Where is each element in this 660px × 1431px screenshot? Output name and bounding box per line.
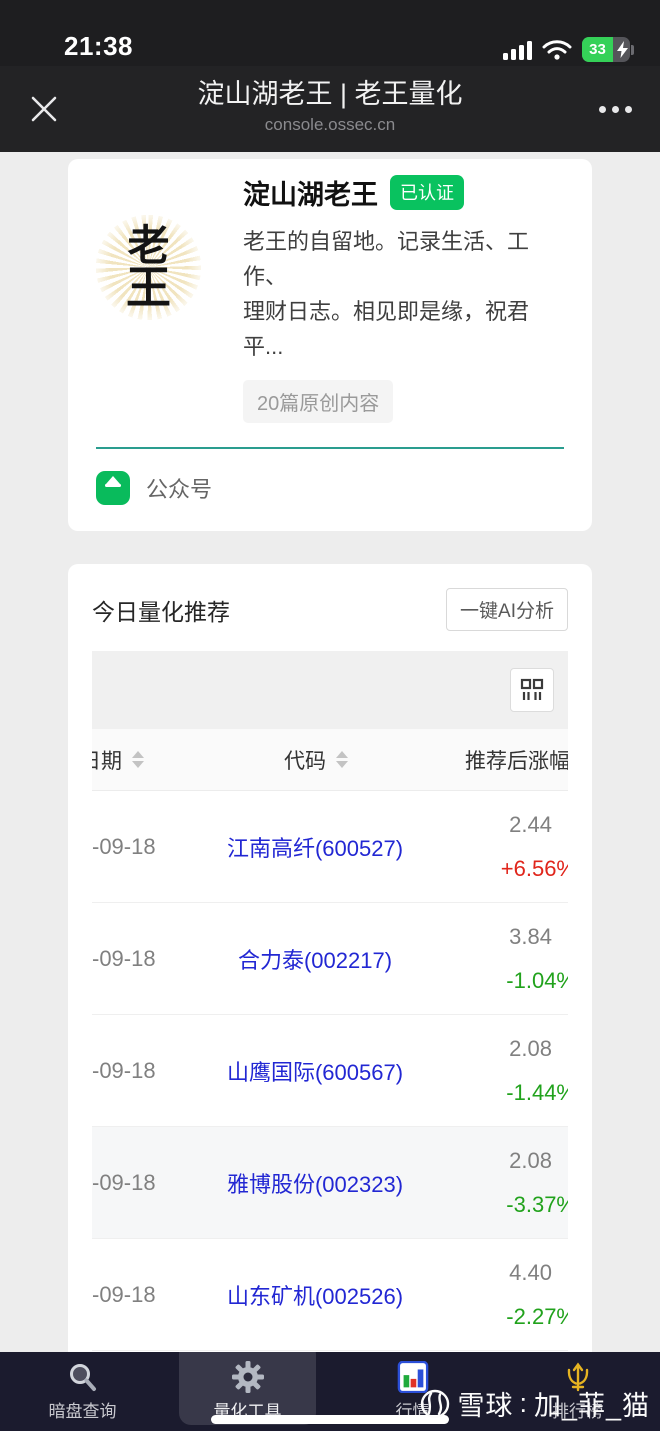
tab-ranking[interactable]: 排行榜 — [495, 1352, 660, 1431]
cell-values: 3.84 -1.04% — [506, 923, 568, 993]
original-content-badge: 20篇原创内容 — [243, 380, 394, 423]
cell-values: 2.08 -3.37% — [506, 1147, 568, 1217]
page-title: 淀山湖老王 | 老王量化 — [197, 79, 463, 109]
cell-values: 2.08 -1.44% — [506, 1035, 568, 1105]
official-account-icon — [96, 471, 130, 505]
table-row: -09-18 江南高纤(600527) 2.44 +6.56% — [92, 791, 568, 903]
webview-navbar: 淀山湖老王 | 老王量化 console.ossec.cn — [0, 66, 660, 152]
home-indicator — [211, 1415, 449, 1424]
stock-link[interactable]: 雅博股份(002323) — [226, 1171, 404, 1197]
tab-quant-tools[interactable]: 量化工具 — [165, 1342, 330, 1431]
cell-values: 2.44 +6.56% — [500, 811, 568, 881]
account-type-label: 公众号 — [146, 477, 213, 502]
account-type-row: 公众号 — [96, 471, 564, 505]
gear-icon — [231, 1361, 264, 1393]
divider — [96, 447, 564, 449]
table-row: -09-18 雅博股份(002323) 2.08 -3.37% — [92, 1127, 568, 1239]
signal-icon — [503, 40, 532, 60]
table-toolbar — [92, 651, 568, 729]
recommend-table: 日期 代码 推荐后涨幅 -09-18 江南高纤(600527) 2.44 +6.… — [92, 651, 568, 1419]
quant-card: 今日量化推荐 一键AI分析 日期 代码 — [68, 564, 592, 1431]
table-header-row: 日期 代码 推荐后涨幅 — [92, 729, 568, 791]
clock: 21:38 — [64, 31, 133, 61]
ai-analyze-button[interactable]: 一键AI分析 — [446, 588, 568, 631]
cell-date: -09-18 — [92, 1281, 156, 1307]
more-menu-icon[interactable] — [595, 96, 636, 123]
bar-chart-icon — [397, 1361, 428, 1393]
tab-bar: 暗盘查询 量化工具 — [0, 1342, 660, 1431]
status-bar: 21:38 33 — [0, 0, 660, 66]
column-settings-icon — [520, 678, 544, 700]
xueqiu-logo-icon — [421, 1389, 450, 1418]
cell-date: -09-18 — [92, 945, 156, 971]
column-header-code[interactable]: 代码 — [212, 745, 420, 775]
stock-link[interactable]: 合力泰(002217) — [237, 947, 393, 973]
wifi-icon — [542, 39, 572, 60]
cell-values: 4.40 -2.27% — [506, 1259, 568, 1329]
verified-badge: 已认证 — [390, 175, 464, 210]
search-icon — [69, 1364, 96, 1391]
cell-date: -09-18 — [92, 1057, 156, 1083]
cell-date: -09-18 — [92, 1169, 156, 1195]
watermark-user: 加_菲_猫 — [533, 1391, 650, 1421]
sort-icon — [132, 751, 144, 768]
account-description: 老王的自留地。记录生活、工作、 理财日志。相见即是缘，祝君平... — [243, 229, 530, 359]
profile-card: 老 王 淀山湖老王 已认证 老王的自留地。记录生活、工作、 理财日志。相见即是缘… — [68, 159, 592, 531]
card-title: 今日量化推荐 — [92, 598, 230, 625]
battery-percent: 33 — [582, 37, 613, 62]
column-header-date[interactable]: 日期 — [92, 745, 212, 775]
table-row: -09-18 山东矿机(002526) 4.40 -2.27% — [92, 1239, 568, 1351]
stock-link[interactable]: 山鹰国际(600567) — [226, 1059, 404, 1085]
account-name: 淀山湖老王 — [243, 180, 378, 210]
battery-icon: 33 — [582, 37, 634, 62]
tab-dark-pool-search[interactable]: 暗盘查询 — [0, 1352, 165, 1431]
page-url: console.ossec.cn — [264, 115, 396, 134]
watermark: 雪球: 加_菲_猫 — [419, 1384, 650, 1423]
table-row: -09-18 合力泰(002217) 3.84 -1.04% — [92, 903, 568, 1015]
trident-icon — [567, 1362, 588, 1392]
stock-link[interactable]: 山东矿机(002526) — [226, 1283, 404, 1309]
sort-icon — [336, 751, 348, 768]
charging-bolt-icon — [617, 41, 628, 58]
table-row: -09-18 山鹰国际(600567) 2.08 -1.44% — [92, 1015, 568, 1127]
stock-link[interactable]: 江南高纤(600527) — [226, 835, 404, 861]
column-settings-button[interactable] — [510, 668, 554, 712]
avatar: 老 王 — [96, 215, 201, 320]
cell-date: -09-18 — [92, 833, 156, 859]
close-icon[interactable] — [24, 89, 64, 129]
watermark-brand: 雪球 — [457, 1391, 514, 1421]
column-header-change: 推荐后涨幅 — [465, 749, 568, 773]
